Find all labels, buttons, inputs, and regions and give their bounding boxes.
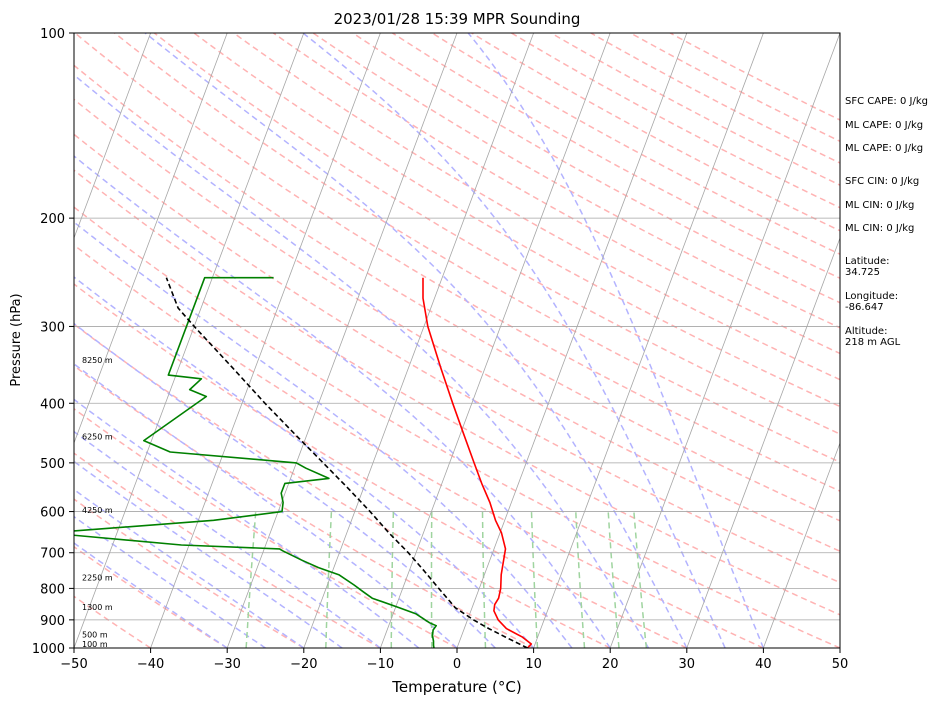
y-axis-label: Pressure (hPa) — [9, 293, 24, 386]
height-label: 2250 m — [82, 574, 113, 583]
x-axis-ticks: −50 −40 −30 −20 −10 0 10 20 30 40 50 — [60, 648, 848, 672]
sfc-cape-text: SFC CAPE: 0 J/kg — [845, 96, 928, 107]
y-tick-label: 200 — [40, 212, 65, 227]
moist-adiabat — [25, 33, 648, 648]
moist-adiabat — [0, 70, 534, 648]
y-tick-label: 100 — [40, 27, 65, 42]
mixing-ratio-line — [608, 512, 619, 648]
y-tick-label: 900 — [40, 614, 65, 629]
dry-adiabat — [194, 33, 946, 648]
ml-cin-text: ML CIN: 0 J/kg — [845, 200, 914, 211]
isotherm — [0, 33, 227, 648]
ml-cin-text-2: ML CIN: 0 J/kg — [845, 223, 914, 234]
isotherm — [304, 33, 534, 648]
isotherm — [610, 33, 840, 648]
x-tick-label: 30 — [679, 657, 696, 672]
mixing-ratio-line — [246, 512, 256, 648]
moist-adiabat — [145, 33, 687, 648]
mixing-ratio-line — [483, 512, 486, 648]
isotherm — [74, 33, 304, 648]
chart-title: 2023/01/28 15:39 MPR Sounding — [334, 10, 581, 28]
background-lines — [0, 33, 946, 648]
dry-adiabat — [0, 33, 534, 648]
x-tick-label: −40 — [137, 657, 164, 672]
x-tick-label: −20 — [290, 657, 317, 672]
y-tick-label: 600 — [40, 506, 65, 521]
isotherm — [534, 33, 764, 648]
dry-adiabat — [0, 33, 946, 648]
y-tick-label: 300 — [40, 320, 65, 335]
x-tick-label: 10 — [525, 657, 542, 672]
ml-cape-text-2: ML CAPE: 0 J/kg — [845, 143, 923, 154]
x-axis-label: Temperature (°C) — [391, 678, 521, 696]
moist-adiabat — [0, 33, 572, 648]
x-tick-label: −10 — [367, 657, 394, 672]
dry-adiabat — [0, 33, 840, 648]
x-tick-label: 50 — [832, 657, 849, 672]
y-tick-label: 800 — [40, 582, 65, 597]
dry-adiabat — [154, 33, 946, 648]
y-tick-label: 1000 — [32, 642, 65, 657]
longitude-label: Longitude: — [845, 291, 898, 302]
mixing-ratio-line — [532, 512, 538, 648]
dry-adiabat — [234, 33, 946, 648]
dry-adiabat — [35, 33, 946, 648]
height-label: 500 m — [82, 630, 108, 639]
dry-adiabat — [0, 33, 687, 648]
altitude-value: 218 m AGL — [845, 337, 901, 348]
y-tick-label: 700 — [40, 547, 65, 562]
height-label: 4250 m — [82, 506, 113, 515]
site-panel: Latitude: 34.725 Longitude: -86.647 Alti… — [845, 256, 901, 348]
isotherm — [151, 33, 381, 648]
latitude-label: Latitude: — [845, 256, 890, 267]
x-tick-label: 20 — [602, 657, 619, 672]
x-tick-label: −50 — [60, 657, 87, 672]
x-tick-label: 0 — [453, 657, 461, 672]
height-label: 6250 m — [82, 433, 113, 442]
moist-adiabat — [303, 33, 725, 648]
sfc-cin-text: SFC CIN: 0 J/kg — [845, 176, 919, 187]
dry-adiabat — [0, 33, 946, 648]
dry-adiabat — [0, 33, 457, 648]
y-tick-label: 500 — [40, 457, 65, 472]
height-label: 1300 m — [82, 603, 113, 612]
y-tick-label: 400 — [40, 397, 65, 412]
x-tick-label: 40 — [755, 657, 772, 672]
longitude-value: -86.647 — [845, 302, 884, 313]
latitude-value: 34.725 — [845, 267, 880, 278]
moist-adiabat — [468, 33, 763, 648]
indices-panel: SFC CAPE: 0 J/kg ML CAPE: 0 J/kg ML CAPE… — [845, 96, 928, 234]
dry-adiabat — [115, 33, 946, 648]
dry-adiabat — [75, 33, 946, 648]
x-tick-label: −30 — [213, 657, 240, 672]
altitude-label: Altitude: — [845, 326, 887, 337]
y-axis-ticks: 1000 900 800 700 600 500 400 300 200 100 — [32, 27, 74, 657]
ml-cape-text: ML CAPE: 0 J/kg — [845, 120, 923, 131]
height-label: 8250 m — [82, 356, 113, 365]
